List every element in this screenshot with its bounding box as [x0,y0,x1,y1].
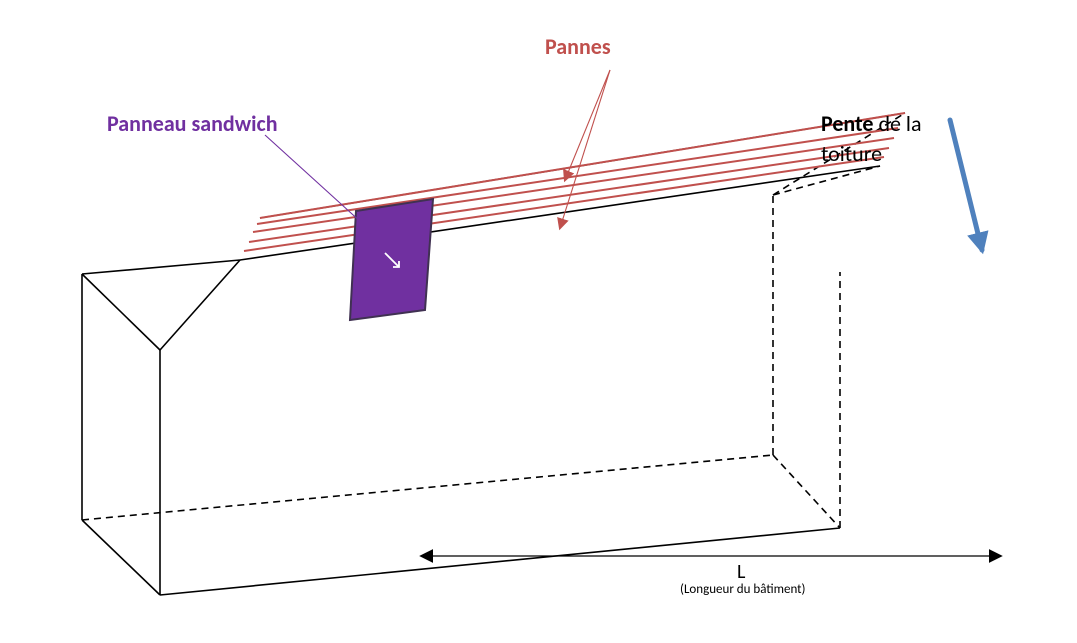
label-panneau: Panneau sandwich [107,110,278,137]
label-pannes: Pannes [545,33,611,60]
label-length-sub: (Longueur du bâtiment) [680,582,805,597]
label-pente-rest: de la [873,110,921,137]
label-length-L: L [737,560,745,584]
leader-pannes [560,70,610,228]
building-hidden-edges [82,113,905,528]
label-pente: Pente de la [821,110,922,137]
label-pente-line2: toiture [821,140,882,167]
sandwich-panel [350,199,433,320]
label-pente-bold: Pente [821,110,873,137]
leader-panneau [265,135,373,233]
building-visible-edges [82,113,905,595]
slope-arrow [950,120,982,250]
